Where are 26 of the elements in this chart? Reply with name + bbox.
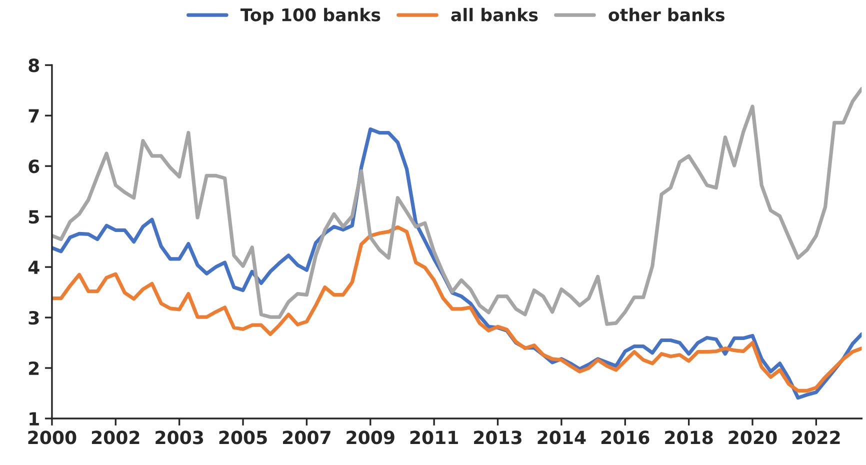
x-tick-label: 2005	[219, 430, 267, 444]
legend-label: Top 100 banks	[240, 8, 380, 25]
x-tick-label: 2009	[346, 430, 394, 444]
y-tick-label: 4	[28, 260, 40, 274]
line-series	[52, 87, 862, 326]
x-tick-label: 2018	[665, 430, 713, 444]
y-tick-label: 7	[28, 109, 39, 122]
legend-label: all banks	[451, 8, 538, 22]
line-series	[52, 225, 862, 393]
x-tick-label: 2016	[601, 430, 650, 444]
legend-label: other banks	[608, 8, 724, 22]
y-tick-label: 6	[28, 160, 40, 174]
y-tick-label: 8	[28, 58, 40, 72]
x-tick-label: 2014	[538, 430, 586, 444]
x-tick-label: 2003	[156, 430, 204, 444]
y-tick-label: 3	[28, 310, 39, 325]
y-tick-label: 2	[29, 361, 39, 375]
x-tick-label: 2002	[92, 430, 140, 444]
x-tick-label: 2007	[283, 430, 330, 444]
y-tick-label: 1	[30, 412, 39, 426]
x-tick-label: 2020	[728, 430, 777, 444]
x-tick-label: 2022	[792, 430, 840, 444]
x-tick-label: 2011	[410, 430, 458, 444]
x-tick-label: 2013	[474, 430, 522, 444]
y-tick-label: 5	[28, 210, 39, 224]
x-tick-label: 2000	[28, 430, 76, 444]
